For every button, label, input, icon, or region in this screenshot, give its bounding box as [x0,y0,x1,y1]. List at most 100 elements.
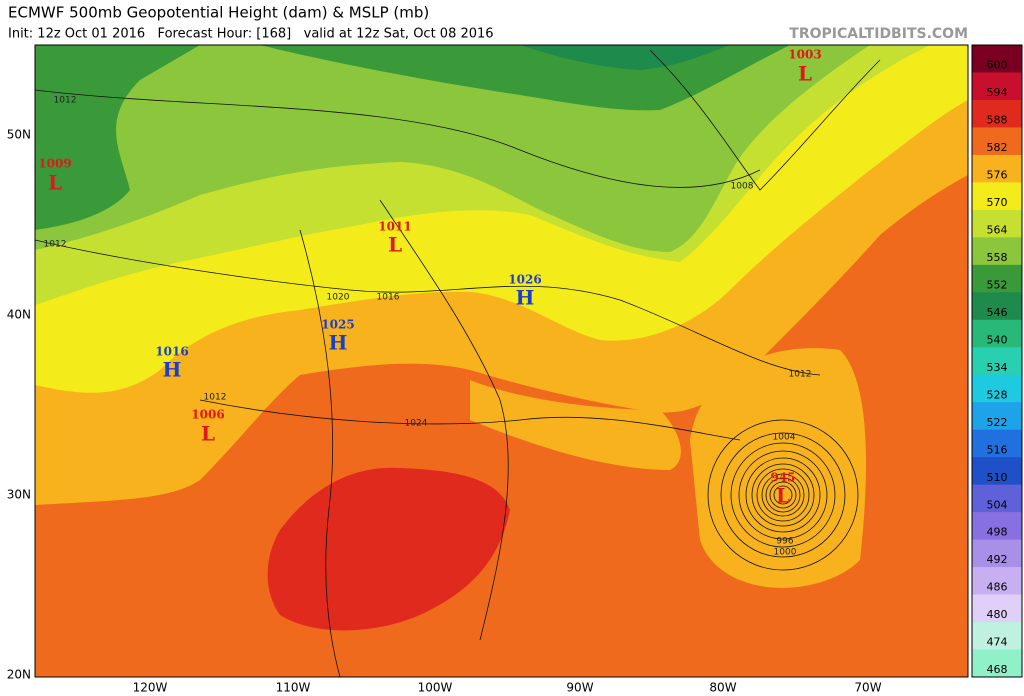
colorbar-label: 474 [987,636,1008,649]
isobar [199,399,741,441]
isobar [649,49,881,191]
colorbar-swatch [972,457,1022,486]
colorbar-label: 522 [987,416,1008,429]
colorbar-label: 600 [987,59,1008,72]
center-value: 945 [770,471,795,485]
colorbar-label: 588 [987,114,1008,127]
center-letter: H [163,358,182,382]
colorbar: 600 594 588 582 576 570 564 558 552 546 540 534 528 5… [971,44,1023,678]
center-letter: H [329,331,348,355]
isobars [35,49,881,677]
lat-label: 40N [7,308,31,322]
hurricane-isobars [707,419,859,571]
center-letter: L [388,233,402,257]
lat-label: 30N [7,488,31,502]
isobar-label: 1000 [774,548,797,558]
colorbar-swatch [972,512,1022,541]
colorbar-swatch [972,347,1022,376]
center-value: 1006 [191,408,224,422]
isobar [761,473,805,517]
band-588 [267,467,510,631]
isobar-label: 996 [776,537,793,547]
colorbar-label: 528 [987,388,1008,401]
isobar [720,432,846,558]
isobar-labels: 1012 1012 1008 1020 1016 1012 1024 1012 … [44,96,812,558]
center-value: 1016 [155,345,188,359]
colorbar-label: 540 [987,333,1008,346]
pressure-centers: 1009 L 1003 L 1011 L 1026 H 1016 H 1025 … [38,48,821,508]
isobar [299,229,341,677]
colorbar-label: 480 [987,608,1008,621]
isobar-label: 1012 [789,370,812,380]
colorbar-swatch [972,539,1022,568]
center-value: 1011 [378,220,411,234]
colorbar-swatch [972,45,1022,73]
longitude-labels: 120W 110W 100W 90W 80W 70W [133,681,882,695]
colorbar-swatch [972,594,1022,623]
lon-label: 90W [566,681,593,695]
map-area [34,44,969,678]
colorbar-label: 486 [987,581,1008,594]
colorbar-label: 558 [987,251,1008,264]
colorbar-label: 594 [987,86,1008,99]
colorbar-swatch [972,374,1022,403]
colorbar-swatch [972,264,1022,293]
lon-label: 70W [854,681,881,695]
lat-label: 50N [7,128,31,142]
isobar-label: 1012 [44,240,67,250]
isobar [756,468,810,522]
colorbar-label: 546 [987,306,1008,319]
isobar [35,239,821,376]
colorbar-label: 570 [987,196,1008,209]
latitude-labels: 50N 40N 30N 20N [7,128,31,682]
colorbar-swatch [972,99,1022,128]
isobar [707,419,859,571]
lon-label: 110W [276,681,311,695]
colorbar-label: 504 [987,498,1008,511]
isobar-label: 1004 [773,433,796,443]
colorbar-swatch [972,402,1022,431]
colorbar-label: 510 [987,471,1008,484]
colorbar-swatch [972,484,1022,513]
colorbar-label: 552 [987,278,1008,291]
isobar [35,89,761,188]
center-value: 1009 [38,157,71,171]
isobar-label: 1008 [731,182,754,192]
colorbar-swatch [972,182,1022,211]
isobar [751,463,815,527]
isobar-label: 1020 [327,293,350,303]
colorbar-swatch [972,292,1022,321]
colorbar-label: 498 [987,526,1008,539]
colorbar-swatch [972,237,1022,266]
isobar [738,450,828,540]
title: ECMWF 500mb Geopotential Height (dam) & … [8,4,429,22]
center-value: 1025 [321,318,354,332]
center-letter: H [516,286,535,310]
band-546 [520,45,730,70]
colorbar-swatch [972,649,1022,678]
center-letter: L [798,62,812,86]
colorbar-label: 582 [987,141,1008,154]
lon-label: 80W [709,681,736,695]
isobar-label: 1012 [54,96,77,106]
band-552 [35,45,790,230]
colorbar-label: 468 [987,663,1008,676]
colorbar-swatch [972,429,1022,458]
watermark: TROPICALTIDBITS.COM [789,26,968,42]
center-letter: L [48,171,62,195]
colorbar-label: 516 [987,443,1008,456]
lat-label: 20N [7,668,31,682]
colorbar-swatch [972,319,1022,348]
colorbar-swatch [972,154,1022,183]
subtitle: Init: 12z Oct 01 2016 Forecast Hour: [16… [8,27,494,42]
band-576-hurricane [690,348,866,588]
colorbar-label: 576 [987,169,1008,182]
colorbar-label: 534 [987,361,1008,374]
colorbar-label: 564 [987,223,1008,236]
isobar [769,481,797,509]
colorbar-swatch [972,622,1022,651]
lon-label: 100W [418,681,453,695]
colorbar-swatch [972,127,1022,156]
isobar-label: 1012 [204,393,227,403]
